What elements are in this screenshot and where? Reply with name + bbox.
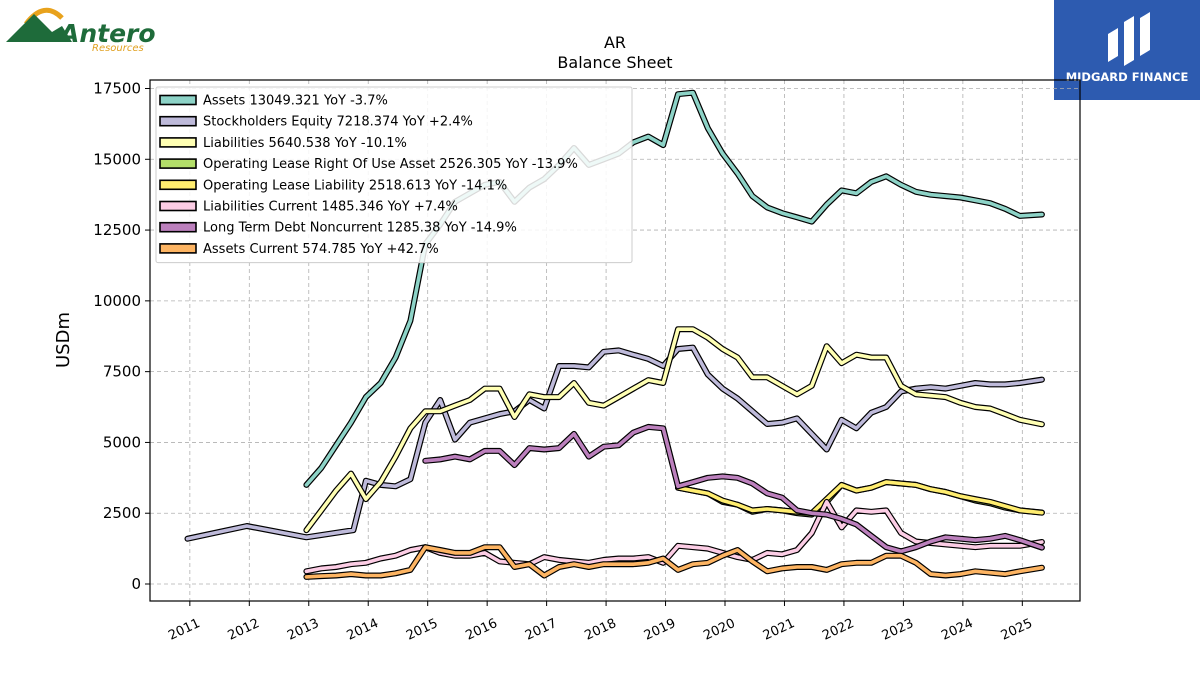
y-tick-label: 7500 xyxy=(103,363,141,381)
legend-label: Liabilities Current 1485.346 YoY +7.4% xyxy=(203,200,458,215)
x-tick-label: 2016 xyxy=(464,616,500,644)
legend-label: Operating Lease Right Of Use Asset 2526.… xyxy=(203,157,578,172)
series-line xyxy=(676,480,1044,516)
legend-swatch xyxy=(159,179,197,191)
legend-swatch xyxy=(159,221,197,233)
x-tick-label: 2021 xyxy=(761,616,797,644)
y-tick-label: 2500 xyxy=(103,504,141,522)
legend: Assets 13049.321 YoY -3.7% Stockholders E… xyxy=(155,86,633,264)
antero-logo: Antero Resources xyxy=(6,7,156,54)
series-liabilities xyxy=(303,326,1045,534)
x-tick-label: 2014 xyxy=(345,616,381,644)
x-tick-label: 2020 xyxy=(701,616,737,644)
antero-logo-name: Antero xyxy=(58,19,156,48)
series-line xyxy=(423,425,1044,554)
legend-swatch xyxy=(159,137,197,148)
series-line xyxy=(304,327,1044,533)
x-tick-label: 2022 xyxy=(820,616,856,644)
antero-logo-sub: Resources xyxy=(92,43,144,54)
y-axis-label: USDm xyxy=(53,312,74,368)
legend-label: Long Term Debt Noncurrent 1285.38 YoY -1… xyxy=(203,221,517,236)
legend-label: Assets Current 574.785 YoY +42.7% xyxy=(203,242,439,257)
x-tick-label: 2025 xyxy=(999,616,1035,644)
legend-swatch xyxy=(159,200,197,212)
series-long_term_debt xyxy=(422,423,1045,555)
series-operating_lease_liability xyxy=(675,479,1045,517)
series-line-outline xyxy=(303,326,1045,534)
legend-swatch xyxy=(159,158,197,169)
y-tick-label: 15000 xyxy=(93,150,141,168)
x-tick-label: 2015 xyxy=(404,616,440,644)
x-tick-label: 2012 xyxy=(226,616,262,644)
y-tick-label: 17500 xyxy=(93,79,141,97)
chart-title: AR xyxy=(604,33,626,52)
y-tick-label: 10000 xyxy=(93,292,141,310)
midgard-logo-name: MIDGARD FINANCE xyxy=(1066,70,1189,84)
legend-label: Liabilities 5640.538 YoY -10.1% xyxy=(203,136,407,151)
midgard-logo-emblem-icon xyxy=(1108,12,1150,66)
chart-subtitle: Balance Sheet xyxy=(557,53,672,72)
series-line-outline xyxy=(422,423,1045,555)
legend-label: Operating Lease Liability 2518.613 YoY -… xyxy=(203,178,507,193)
legend-swatch xyxy=(159,115,197,127)
y-tick-label: 12500 xyxy=(93,221,141,239)
y-tick-label: 5000 xyxy=(103,433,141,451)
series-line xyxy=(304,545,1044,579)
x-tick-label: 2024 xyxy=(939,616,975,644)
x-tick-label: 2023 xyxy=(880,616,916,644)
plot-frame xyxy=(149,79,1081,602)
legend-swatch xyxy=(159,94,197,106)
x-tick-label: 2019 xyxy=(642,616,678,644)
legend-label: Stockholders Equity 7218.374 YoY +2.4% xyxy=(203,115,473,130)
legend-label: Assets 13049.321 YoY -3.7% xyxy=(203,94,388,109)
x-tick-label: 2018 xyxy=(582,616,618,644)
midgard-finance-logo: MIDGARD FINANCE xyxy=(1054,0,1200,100)
legend-swatch xyxy=(159,243,197,254)
series-assets_current xyxy=(303,544,1045,580)
antero-logo-mountain-icon xyxy=(6,14,72,42)
x-tick-label: 2011 xyxy=(166,616,202,644)
y-tick-label: 0 xyxy=(131,575,141,593)
x-tick-label: 2017 xyxy=(523,616,559,644)
x-tick-label: 2013 xyxy=(285,616,321,644)
legend-box xyxy=(155,86,633,264)
